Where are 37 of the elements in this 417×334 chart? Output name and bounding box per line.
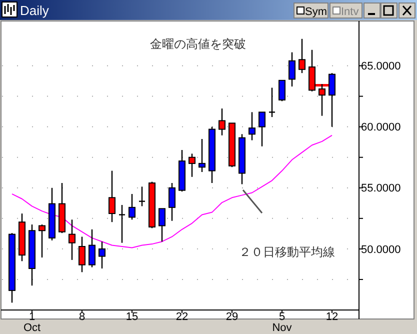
x-tick-label: 22 — [176, 311, 188, 323]
y-tick-label: 50.0000 — [361, 244, 401, 256]
candlestick — [218, 108, 226, 136]
candlestick — [139, 186, 145, 207]
y-tick-label: 55.0000 — [361, 182, 401, 195]
candlestick — [278, 80, 286, 102]
chart-title: Daily — [20, 3, 50, 18]
candlestick — [108, 170, 116, 223]
candlestick — [98, 241, 106, 270]
toggle-button: Sym — [294, 2, 328, 18]
x-tick-label: 15 — [126, 311, 138, 323]
text: ２０日移動平均線 — [239, 245, 335, 259]
candlestick — [269, 87, 275, 118]
candlestick — [188, 153, 196, 178]
candlestick — [78, 236, 86, 273]
x-tick-label: 12 — [326, 311, 338, 323]
candlestick — [119, 204, 125, 244]
candlestick — [168, 182, 176, 222]
candlestick — [248, 112, 256, 141]
x-tick-label: 29 — [226, 311, 238, 323]
candlestick — [288, 52, 296, 88]
candlestick — [88, 228, 96, 268]
y-tick-label: 65.0000 — [361, 60, 401, 73]
annotation: 金曜の高値を突破 — [150, 37, 246, 51]
toggle-button: Intv — [330, 2, 362, 18]
candlestick — [158, 208, 166, 242]
candlestick — [328, 72, 336, 128]
candlestick — [198, 138, 206, 173]
candlestick — [298, 38, 306, 74]
x-tick-label: 8 — [78, 311, 86, 323]
y-tick-label: 60.0000 — [361, 122, 401, 134]
x-tick-label: 5 Nov — [272, 311, 292, 334]
candlestick — [318, 83, 326, 116]
candlestick — [258, 112, 266, 147]
candlestick — [128, 193, 136, 220]
candlestick — [68, 219, 76, 261]
candlestick — [38, 224, 46, 258]
